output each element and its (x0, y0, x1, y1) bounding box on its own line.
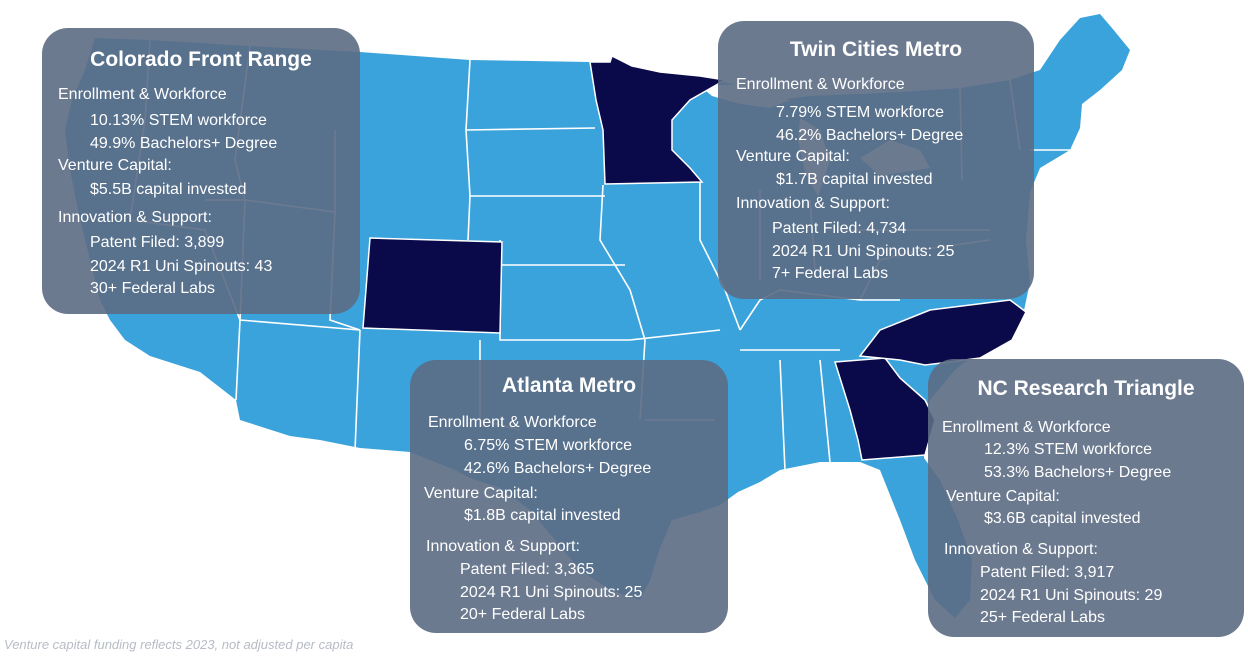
vc-heading: Venture Capital: (736, 148, 850, 165)
card-title: NC Research Triangle (977, 377, 1195, 400)
region-card-nc-triangle: NC Research Triangle Enrollment & Workfo… (928, 359, 1244, 637)
vc-invested: $5.5B capital invested (90, 181, 247, 198)
innovation-heading: Innovation & Support: (58, 209, 212, 226)
vc-invested: $3.6B capital invested (984, 510, 1141, 527)
enrollment-heading: Enrollment & Workforce (736, 76, 905, 93)
vc-heading: Venture Capital: (424, 485, 538, 502)
enrollment-heading: Enrollment & Workforce (58, 86, 227, 103)
uni-spinouts: 2024 R1 Uni Spinouts: 25 (460, 584, 643, 601)
state-colorado (362, 237, 503, 334)
bachelors-degree: 42.6% Bachelors+ Degree (464, 460, 652, 477)
federal-labs: 7+ Federal Labs (772, 265, 889, 282)
patents-filed: Patent Filed: 3,365 (460, 561, 595, 578)
uni-spinouts: 2024 R1 Uni Spinouts: 43 (90, 258, 273, 275)
region-card-colorado: Colorado Front Range Enrollment & Workfo… (42, 28, 360, 314)
federal-labs: 20+ Federal Labs (460, 606, 585, 623)
patents-filed: Patent Filed: 3,917 (980, 564, 1115, 581)
patents-filed: Patent Filed: 3,899 (90, 234, 225, 251)
stem-workforce: 6.75% STEM workforce (464, 437, 633, 454)
innovation-heading: Innovation & Support: (736, 195, 890, 212)
patents-filed: Patent Filed: 4,734 (772, 220, 907, 237)
vc-invested: $1.8B capital invested (464, 507, 621, 524)
vc-heading: Venture Capital: (58, 157, 172, 174)
stem-workforce: 12.3% STEM workforce (984, 441, 1153, 458)
enrollment-heading: Enrollment & Workforce (942, 419, 1111, 436)
vc-heading: Venture Capital: (946, 488, 1060, 505)
card-title: Colorado Front Range (90, 48, 312, 71)
bachelors-degree: 46.2% Bachelors+ Degree (776, 127, 964, 144)
enrollment-heading: Enrollment & Workforce (428, 414, 597, 431)
bachelors-degree: 53.3% Bachelors+ Degree (984, 464, 1172, 481)
stem-workforce: 10.13% STEM workforce (90, 112, 267, 129)
region-card-atlanta: Atlanta Metro Enrollment & Workforce 6.7… (410, 360, 728, 633)
region-card-twin-cities: Twin Cities Metro Enrollment & Workforce… (718, 21, 1034, 299)
state-north-carolina (858, 299, 1027, 366)
stem-workforce: 7.79% STEM workforce (776, 104, 945, 121)
bachelors-degree: 49.9% Bachelors+ Degree (90, 135, 278, 152)
federal-labs: 30+ Federal Labs (90, 280, 215, 297)
uni-spinouts: 2024 R1 Uni Spinouts: 29 (980, 587, 1163, 604)
innovation-heading: Innovation & Support: (426, 538, 580, 555)
card-title: Atlanta Metro (501, 374, 637, 397)
uni-spinouts: 2024 R1 Uni Spinouts: 25 (772, 243, 955, 260)
footnote: Venture capital funding reflects 2023, n… (4, 637, 354, 652)
state-minnesota (589, 54, 728, 185)
card-title: Twin Cities Metro (789, 38, 963, 61)
vc-invested: $1.7B capital invested (776, 171, 933, 188)
innovation-heading: Innovation & Support: (944, 541, 1098, 558)
federal-labs: 25+ Federal Labs (980, 609, 1105, 626)
